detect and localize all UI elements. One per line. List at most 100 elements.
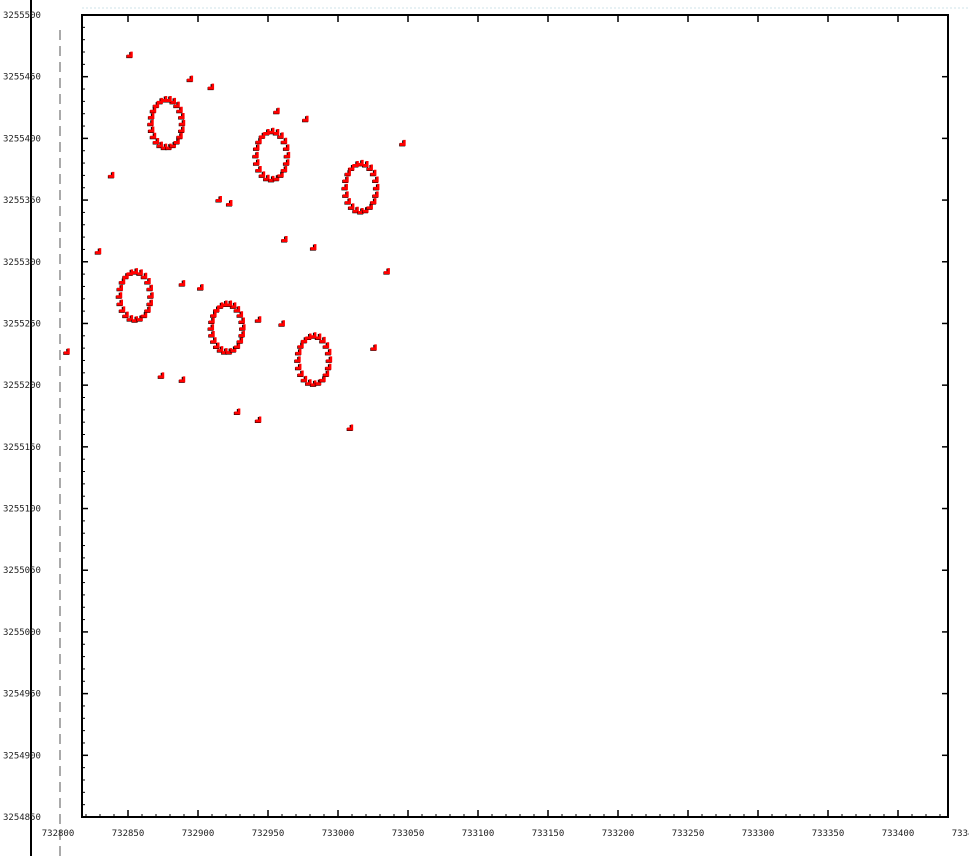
point-marker <box>140 272 148 280</box>
point-marker <box>178 119 186 127</box>
point-marker <box>126 315 134 322</box>
point-marker <box>280 165 288 173</box>
x-tick-label: 733000 <box>322 829 355 839</box>
point-marker <box>236 337 244 344</box>
point-marker <box>116 299 124 307</box>
point-marker <box>254 316 262 323</box>
point-marker <box>309 244 317 251</box>
point-marker <box>300 375 308 383</box>
y-axis: 3255500 3255450 3255400 3255350 3255300 32552… <box>3 11 948 823</box>
point-marker <box>147 126 155 134</box>
point-marker <box>283 151 291 159</box>
x-tick-label: 733400 <box>882 829 915 839</box>
point-marker <box>144 306 151 313</box>
point-marker <box>178 376 186 383</box>
point-marker <box>319 375 326 383</box>
point-marker <box>255 137 262 145</box>
point-marker <box>322 370 330 378</box>
point-marker <box>277 171 284 178</box>
point-marker <box>255 165 262 173</box>
point-marker <box>294 348 302 356</box>
point-marker <box>322 342 330 349</box>
point-marker <box>297 342 304 349</box>
y-tick-label: 3255300 <box>3 258 41 268</box>
x-tick-label: 733100 <box>462 829 495 839</box>
point-marker <box>342 191 349 198</box>
x-tick-label: 733250 <box>672 829 705 839</box>
point-marker <box>210 337 217 344</box>
y-tick-label: 3255400 <box>3 134 41 144</box>
point-marker <box>173 137 180 145</box>
point-marker <box>233 408 241 415</box>
point-marker <box>282 144 290 151</box>
point-marker <box>324 363 332 371</box>
y-tick-label: 3255000 <box>3 628 41 638</box>
point-marker <box>280 137 288 145</box>
point-marker <box>213 342 220 349</box>
point-marker <box>252 159 260 166</box>
point-marker <box>324 348 332 356</box>
point-marker <box>178 280 186 287</box>
plot-frame <box>81 14 949 818</box>
x-tick-label: 732950 <box>252 829 285 839</box>
point-marker <box>281 236 288 243</box>
point-marker <box>115 292 123 299</box>
point-marker <box>370 344 377 351</box>
point-marker <box>229 302 237 309</box>
point-marker <box>210 311 217 318</box>
point-marker <box>236 311 244 318</box>
point-marker <box>122 272 129 280</box>
data-points <box>63 51 406 432</box>
point-marker <box>347 164 355 171</box>
y-tick-label: 3255450 <box>3 73 41 83</box>
point-marker <box>352 206 359 214</box>
point-marker <box>208 317 215 325</box>
point-marker <box>238 331 245 338</box>
point-marker <box>369 198 377 205</box>
x-tick-label: 733450 <box>952 829 969 839</box>
point-marker <box>319 336 326 344</box>
y-tick-label: 3255250 <box>3 319 41 329</box>
point-marker <box>157 372 165 379</box>
x-tick-label: 733300 <box>742 829 775 839</box>
point-marker <box>399 139 406 147</box>
point-marker <box>176 106 183 114</box>
point-marker <box>254 416 262 424</box>
point-marker <box>346 424 354 432</box>
point-marker <box>252 151 259 159</box>
point-marker <box>213 306 220 313</box>
point-marker <box>118 278 126 285</box>
y-tick-label: 3255100 <box>3 505 41 515</box>
point-marker <box>238 317 245 325</box>
y-tick-label: 3254950 <box>3 690 41 700</box>
point-marker <box>258 132 266 139</box>
x-tick-label: 733050 <box>392 829 425 839</box>
point-marker <box>173 101 180 109</box>
point-marker <box>263 174 270 182</box>
point-marker <box>63 348 70 355</box>
point-marker <box>122 311 129 319</box>
point-marker <box>277 132 284 139</box>
x-tick-label: 732800 <box>42 829 75 839</box>
point-marker <box>107 171 115 179</box>
point-marker <box>152 101 160 109</box>
point-marker <box>126 51 133 59</box>
point-marker <box>216 346 224 353</box>
point-marker <box>272 128 280 136</box>
point-marker <box>146 284 153 292</box>
point-marker <box>94 248 102 255</box>
y-tick-label: 3254900 <box>3 751 41 761</box>
point-marker <box>147 119 154 127</box>
point-marker <box>372 191 379 198</box>
point-marker <box>169 97 177 105</box>
point-marker <box>252 144 260 151</box>
point-marker <box>176 132 183 140</box>
point-marker <box>239 324 246 331</box>
x-tick-label: 732900 <box>182 829 215 839</box>
point-marker <box>225 199 233 207</box>
point-marker <box>178 126 185 134</box>
point-marker <box>383 268 390 275</box>
y-tick-label: 3255200 <box>3 381 41 391</box>
point-marker <box>362 161 369 168</box>
point-marker <box>366 164 373 171</box>
